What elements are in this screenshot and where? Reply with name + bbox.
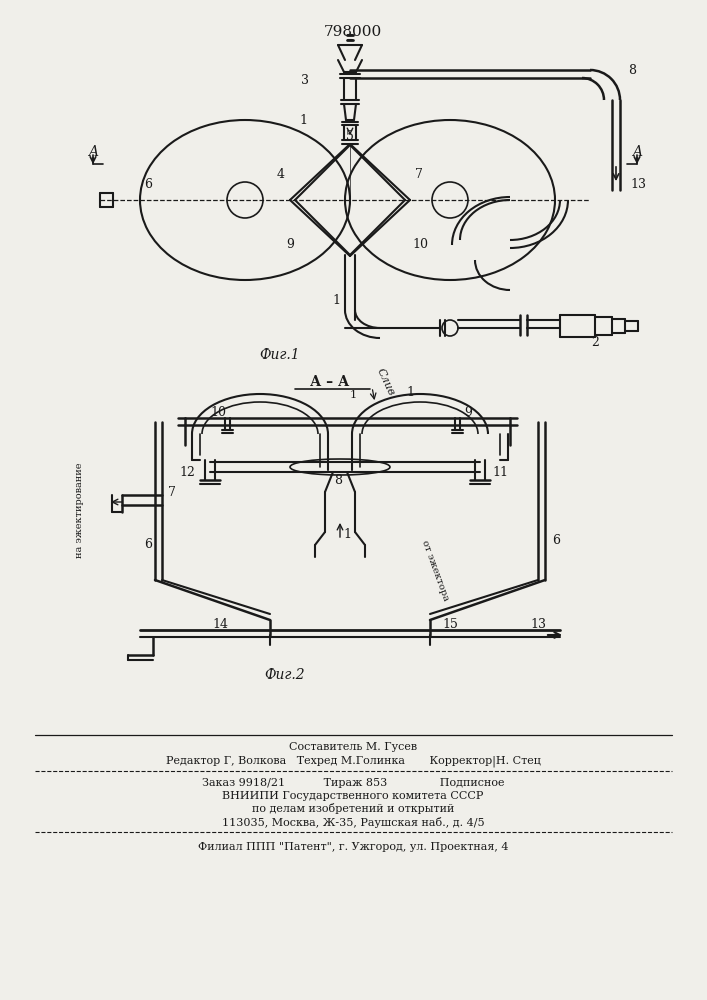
Text: 9: 9 <box>286 237 294 250</box>
Text: 7: 7 <box>415 168 423 182</box>
Text: ВНИИПИ Государственного комитета СССР: ВНИИПИ Государственного комитета СССР <box>222 791 484 801</box>
Text: 1: 1 <box>332 294 340 306</box>
Text: 12: 12 <box>179 466 195 479</box>
Text: 14: 14 <box>212 618 228 632</box>
Text: 6: 6 <box>144 538 152 552</box>
Text: Филиал ППП "Патент", г. Ужгород, ул. Проектная, 4: Филиал ППП "Патент", г. Ужгород, ул. Про… <box>198 842 508 852</box>
Text: от эжектора: от эжектора <box>420 538 450 602</box>
Text: 8: 8 <box>334 474 342 487</box>
Text: 10: 10 <box>412 237 428 250</box>
Text: 8: 8 <box>628 64 636 77</box>
Text: 9: 9 <box>464 406 472 420</box>
Text: Заказ 9918/21           Тираж 853               Подписное: Заказ 9918/21 Тираж 853 Подписное <box>201 778 504 788</box>
Text: 15: 15 <box>442 618 458 632</box>
Text: 13: 13 <box>530 618 546 632</box>
Text: Составитель М. Гусев: Составитель М. Гусев <box>289 742 417 752</box>
Text: на эжектирование: на эжектирование <box>76 462 85 558</box>
Text: 2: 2 <box>591 336 599 350</box>
Text: 6: 6 <box>144 178 152 192</box>
Text: А – А: А – А <box>310 375 350 389</box>
Text: 5: 5 <box>346 130 354 143</box>
Text: A: A <box>88 145 98 159</box>
Text: 1: 1 <box>350 390 357 400</box>
Text: Фиг.1: Фиг.1 <box>259 348 300 362</box>
Text: 113035, Москва, Ж-35, Раушская наб., д. 4/5: 113035, Москва, Ж-35, Раушская наб., д. … <box>222 816 484 828</box>
Text: 1: 1 <box>406 385 414 398</box>
Text: Слив: Слив <box>374 367 396 397</box>
Text: 11: 11 <box>492 466 508 479</box>
Text: 7: 7 <box>168 486 176 498</box>
Text: 1: 1 <box>343 528 351 542</box>
Text: A: A <box>632 145 642 159</box>
Text: 3: 3 <box>301 74 309 87</box>
Text: 6: 6 <box>552 534 560 546</box>
Text: Редактор Г, Волкова   Техред М.Голинка       Корректор|Н. Стец: Редактор Г, Волкова Техред М.Голинка Кор… <box>165 755 540 767</box>
Text: 10: 10 <box>210 406 226 420</box>
Text: 4: 4 <box>277 168 285 182</box>
Text: Фиг.2: Фиг.2 <box>264 668 305 682</box>
Text: 798000: 798000 <box>324 25 382 39</box>
Text: по делам изобретений и открытий: по делам изобретений и открытий <box>252 804 454 814</box>
Text: 1: 1 <box>299 113 307 126</box>
Text: 13: 13 <box>630 178 646 192</box>
